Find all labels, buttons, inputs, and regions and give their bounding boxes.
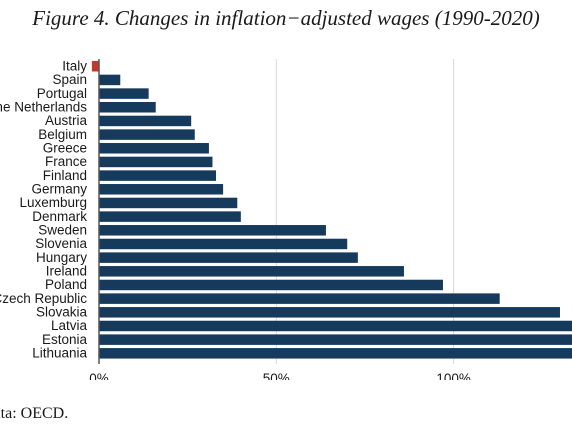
bar	[99, 211, 241, 222]
category-label: Latvia	[51, 318, 88, 333]
bar	[99, 115, 192, 127]
category-label: Ireland	[46, 264, 87, 279]
category-label: Spain	[52, 72, 87, 87]
category-label: Estonia	[42, 332, 88, 347]
category-label: Luxemburg	[19, 195, 87, 210]
category-label: Slovenia	[35, 236, 87, 251]
category-label: Belgium	[38, 127, 87, 142]
x-tick-label: 0%	[89, 371, 109, 380]
bar	[99, 266, 404, 277]
bar	[99, 156, 213, 168]
bar	[99, 129, 195, 140]
category-label: Denmark	[32, 209, 87, 224]
x-tick-label: 50%	[263, 371, 290, 380]
bar	[91, 61, 99, 72]
bar	[99, 279, 443, 291]
bar	[99, 252, 358, 263]
bar	[99, 74, 121, 86]
bar	[99, 197, 238, 209]
bar	[99, 170, 217, 181]
source-note: Data: OECD.	[0, 405, 69, 422]
category-label: Greece	[43, 141, 87, 156]
grid-lines	[275, 59, 455, 364]
category-label: Czech Republic	[0, 291, 87, 306]
bar	[99, 102, 156, 113]
category-label: France	[45, 154, 87, 169]
category-labels: ItalySpainPortugalThe NetherlandsAustria…	[0, 59, 87, 361]
category-label: Germany	[31, 182, 87, 197]
bar	[99, 88, 149, 99]
bar	[99, 348, 572, 359]
bar	[99, 225, 326, 236]
x-tick-label: 100%	[436, 371, 471, 380]
bar	[99, 143, 209, 154]
category-label: Slovakia	[36, 305, 88, 320]
bar	[99, 307, 560, 318]
bars	[91, 61, 572, 359]
x-axis-ticks: 0%50%100%150%200%250%	[89, 371, 471, 380]
bar-chart: ItalySpainPortugalThe NetherlandsAustria…	[0, 59, 572, 380]
category-label: Italy	[62, 59, 87, 74]
category-label: Portugal	[37, 86, 87, 101]
bar	[99, 334, 572, 345]
category-label: Finland	[43, 168, 87, 183]
bar	[99, 184, 224, 195]
category-label: Poland	[45, 277, 87, 292]
bar	[99, 293, 500, 304]
category-label: The Netherlands	[0, 100, 87, 115]
category-label: Sweden	[38, 223, 87, 238]
category-label: Austria	[45, 113, 88, 128]
category-label: Lithuania	[32, 346, 87, 361]
bar	[99, 320, 572, 332]
bar	[99, 238, 348, 250]
category-label: Hungary	[36, 250, 87, 265]
chart-title: Figure 4. Changes in inflation−adjusted …	[32, 6, 540, 30]
